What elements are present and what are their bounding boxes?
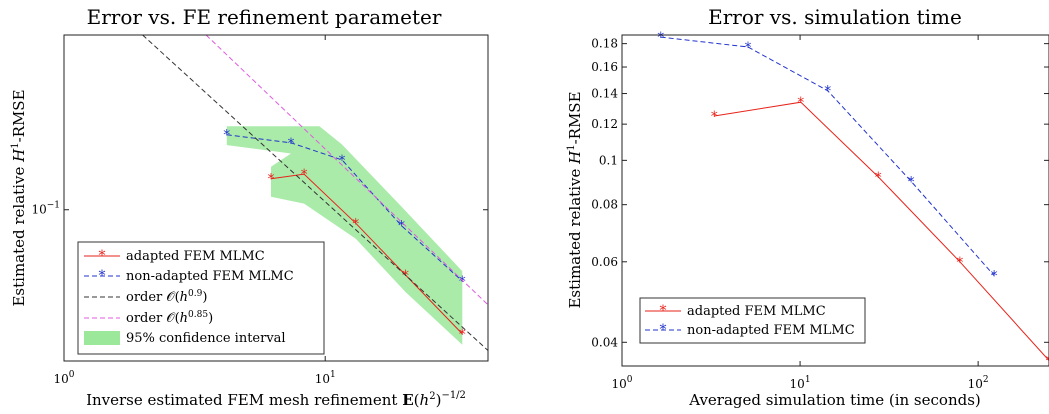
- x-tick-label: 102: [968, 375, 989, 391]
- star-marker-icon: *: [99, 248, 106, 264]
- data-point-marker: *: [657, 30, 664, 46]
- legend-label: adapted FEM MLMC: [687, 304, 826, 319]
- legend-label: order 𝒪(h0.9): [126, 289, 207, 305]
- data-point-marker: *: [908, 174, 915, 190]
- data-point-marker: *: [459, 327, 466, 343]
- data-point-marker: *: [711, 109, 718, 125]
- right-legend-entry-adapted: * adapted FEM MLMC: [645, 303, 826, 319]
- y-tick-label: 0.04: [591, 335, 618, 349]
- star-marker-icon: *: [660, 322, 667, 338]
- data-point-marker: *: [459, 274, 466, 290]
- confidence-band: [226, 126, 463, 345]
- right-chart-title: Error vs. simulation time: [708, 5, 962, 29]
- y-tick-label: 0.12: [591, 117, 618, 131]
- y-tick-label: 0.08: [591, 198, 618, 212]
- series-line-3: [205, 34, 489, 306]
- y-tick-label: 10−1: [31, 201, 60, 217]
- x-tick-label: 100: [53, 370, 74, 386]
- left-legend-entry-band: 95% confidence interval: [84, 331, 286, 346]
- right-legend-entry-nonadapted: * non-adapted FEM MLMC: [645, 322, 855, 338]
- series-line-1: [660, 36, 995, 276]
- left-x-axis-label: Inverse estimated FEM mesh refinement E(…: [86, 390, 466, 409]
- left-chart-marks: * * * * * * * * * *: [142, 34, 489, 351]
- left-chart-title: Error vs. FE refinement parameter: [87, 5, 442, 29]
- right-plot-frame: [621, 34, 1049, 367]
- data-point-marker: *: [875, 170, 882, 186]
- legend-label: non-adapted FEM MLMC: [687, 323, 855, 338]
- left-legend-entry-nonadapted: * non-adapted FEM MLMC: [84, 268, 294, 284]
- data-point-marker: *: [339, 153, 346, 169]
- y-tick-label: 0.18: [591, 37, 618, 51]
- data-point-marker: *: [301, 167, 308, 183]
- data-point-marker: *: [352, 216, 359, 232]
- right-y-axis-label: Estimated relative H1-RMSE: [566, 91, 584, 308]
- right-legend: * adapted FEM MLMC * non-adapted FEM MLM…: [639, 297, 866, 344]
- right-chart-marks: * * * * * * * * * *: [657, 30, 1049, 370]
- data-point-marker: *: [797, 95, 804, 111]
- legend-label: adapted FEM MLMC: [126, 249, 265, 264]
- legend-label: 95% confidence interval: [126, 331, 286, 346]
- data-point-marker: *: [745, 40, 752, 56]
- y-tick-label: 0.16: [591, 60, 618, 74]
- series-line-0: [270, 173, 463, 335]
- star-marker-icon: *: [99, 268, 106, 284]
- data-point-marker: *: [288, 136, 295, 152]
- right-chart: Error vs. simulation time * * * * * * * * * * 100…: [566, 5, 1049, 409]
- data-point-marker: *: [956, 255, 963, 271]
- band-swatch: [84, 331, 120, 345]
- series-line-2: [142, 34, 489, 351]
- y-tick-label: 0.14: [591, 87, 618, 101]
- left-legend-entry-adapted: * adapted FEM MLMC: [84, 248, 265, 264]
- y-tick-label: 0.06: [591, 255, 618, 269]
- left-plot-frame: [63, 34, 489, 362]
- right-x-axis-label: Averaged simulation time (in seconds): [688, 391, 981, 409]
- left-legend-entry-order-09: order 𝒪(h0.9): [84, 289, 207, 305]
- series-line-0: [714, 101, 1049, 361]
- right-legend-box: [639, 297, 866, 344]
- data-point-marker: *: [402, 268, 409, 284]
- data-point-marker: *: [991, 269, 998, 285]
- data-point-marker: *: [824, 84, 831, 100]
- legend-label: non-adapted FEM MLMC: [126, 269, 294, 284]
- star-marker-icon: *: [660, 303, 667, 319]
- data-point-marker: *: [268, 172, 275, 188]
- left-legend: * adapted FEM MLMC * non-adapted FEM MLM…: [77, 241, 325, 355]
- x-tick-label: 101: [315, 370, 336, 386]
- series-line-1: [226, 134, 463, 282]
- x-tick-label: 100: [611, 375, 632, 391]
- x-tick-label: 101: [790, 375, 811, 391]
- data-point-marker: *: [1046, 354, 1049, 370]
- left-y-axis-label: Estimated relative H1-RMSE: [10, 89, 28, 306]
- left-chart: Error vs. FE refinement parameter * *****…: [10, 5, 489, 409]
- y-tick-label: 0.1: [599, 153, 618, 167]
- left-confidence-band: [226, 126, 463, 345]
- data-point-marker: *: [398, 219, 405, 235]
- data-point-marker: *: [223, 128, 230, 144]
